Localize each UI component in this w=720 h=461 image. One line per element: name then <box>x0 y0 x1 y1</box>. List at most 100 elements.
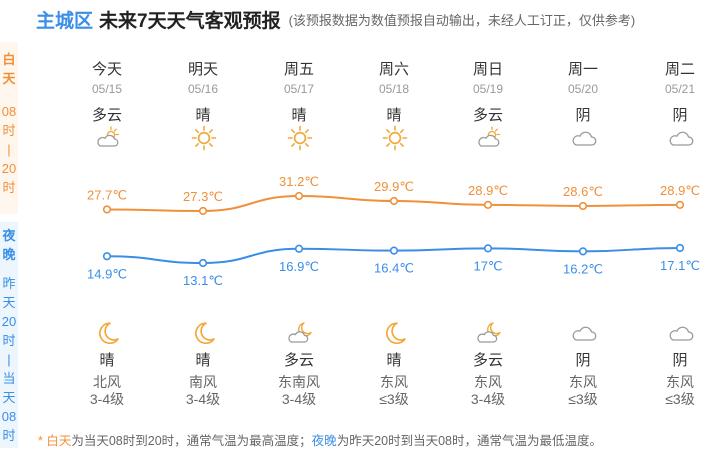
wind-info: 北风 3-4级 <box>59 374 155 408</box>
night-weather-desc: 晴 <box>195 352 211 369</box>
day-date: 05/20 <box>567 82 599 96</box>
cloud-icon <box>668 125 694 151</box>
day-weather-desc: 阴 <box>575 107 591 124</box>
day-weather-desc: 晴 <box>195 107 211 124</box>
cloud-icon <box>571 320 597 346</box>
footer-note: * 白天为当天08时到20时，通常气温为最高温度；夜晚为昨天20时到当天08时，… <box>38 430 602 449</box>
wind-info: 东风 ≤3级 <box>535 374 631 408</box>
page-title: 未来7天天气客观预报 <box>99 11 281 32</box>
footer-day-text: 为当天08时到20时，通常气温为最高温度； <box>71 434 312 448</box>
sun-icon <box>382 125 408 151</box>
low-temp-label: 13.1℃ <box>183 273 223 288</box>
day-name: 周一 <box>567 61 598 78</box>
wind-direction: 东风 <box>474 374 502 390</box>
night-range-sep: | <box>7 352 11 367</box>
high-temp-label: 28.9℃ <box>468 183 508 198</box>
day-range-sep: | <box>7 142 11 157</box>
day-range-start: 08时 <box>1 104 17 138</box>
footer-night-word: 夜晚 <box>311 434 337 448</box>
day-name: 今天 <box>91 61 122 78</box>
wind-info: 东风 ≤3级 <box>346 374 442 408</box>
moon-icon <box>191 320 217 346</box>
night-side-label: 夜晚 昨天20时 | 当天08时 <box>0 222 18 448</box>
footer-night-text: 为昨天20时到当天08时，通常气温为最低温度。 <box>336 434 602 448</box>
low-temp-point <box>675 243 685 253</box>
footer-star: * <box>38 434 47 448</box>
wind-level: 3-4级 <box>185 391 221 407</box>
wind-level: ≤3级 <box>568 391 598 407</box>
day-weather-desc: 多云 <box>91 107 122 124</box>
low-temp-label: 14.9℃ <box>87 266 127 281</box>
wind-direction: 东南风 <box>278 374 320 390</box>
wind-level: 3-4级 <box>281 391 317 407</box>
day-label: 白天 <box>2 52 16 86</box>
night-weather-desc: 晴 <box>99 352 115 369</box>
high-temp-label: 27.7℃ <box>87 187 127 202</box>
cloud-icon <box>668 320 694 346</box>
wind-direction: 东风 <box>569 374 597 390</box>
moon-icon <box>382 320 408 346</box>
day-weather-desc: 阴 <box>672 107 688 124</box>
moon-icon <box>95 320 121 346</box>
low-temp-point <box>578 247 588 256</box>
cloud-icon <box>571 125 597 151</box>
day-name: 周二 <box>664 61 695 78</box>
day-date: 05/17 <box>283 82 315 96</box>
wind-level: ≤3级 <box>665 391 695 407</box>
wind-info: 南风 3-4级 <box>155 374 251 408</box>
wind-info: 东风 ≤3级 <box>632 374 720 408</box>
high-temp-point <box>483 200 493 209</box>
day-name: 周六 <box>378 61 409 78</box>
night-range-end: 当天08时 <box>1 371 17 443</box>
footer-day-word: 白天 <box>46 434 72 448</box>
wind-level: 3-4级 <box>89 391 125 407</box>
wind-direction: 东风 <box>666 374 694 390</box>
low-temp-point <box>294 244 304 253</box>
day-name: 周五 <box>283 61 314 78</box>
day-name: 周日 <box>472 61 503 78</box>
high-temp-point <box>675 200 685 209</box>
low-temp-point <box>102 252 112 261</box>
wind-info: 东风 3-4级 <box>440 374 536 408</box>
day-date: 05/19 <box>472 82 504 96</box>
partly-cloudy-icon <box>476 125 502 151</box>
high-temp-point <box>198 206 208 216</box>
day-weather-desc: 晴 <box>386 107 402 124</box>
night-label: 夜晚 <box>2 228 16 262</box>
high-temp-label: 29.9℃ <box>374 179 414 194</box>
wind-direction: 南风 <box>189 374 217 390</box>
high-temp-label: 28.9℃ <box>660 183 700 198</box>
sun-icon <box>287 125 313 151</box>
wind-info: 东南风 3-4级 <box>251 374 347 408</box>
sun-icon <box>191 125 217 151</box>
low-temp-label: 16.9℃ <box>279 259 319 274</box>
night-weather-desc: 多云 <box>472 352 503 369</box>
low-temp-label: 17℃ <box>473 258 502 273</box>
night-weather-desc: 阴 <box>575 352 591 369</box>
low-temp-label: 16.2℃ <box>563 261 603 276</box>
partly-cloudy-icon <box>95 125 121 151</box>
city-name[interactable]: 主城区 <box>36 11 94 32</box>
cloudy-night-icon <box>287 320 313 346</box>
cloudy-night-icon <box>476 320 502 346</box>
day-side-label: 白天 08时 | 20时 <box>0 42 18 214</box>
wind-direction: 北风 <box>93 374 121 390</box>
high-temp-point <box>294 191 304 201</box>
high-temp-label: 27.3℃ <box>183 189 223 204</box>
night-range-start: 昨天20时 <box>1 276 17 348</box>
day-weather-desc: 晴 <box>291 107 307 124</box>
high-temp-label: 28.6℃ <box>563 184 603 199</box>
night-weather-desc: 阴 <box>672 352 688 369</box>
day-date: 05/16 <box>187 82 219 96</box>
wind-level: 3-4级 <box>470 391 506 407</box>
day-range-end: 20时 <box>1 161 17 195</box>
forecast-disclaimer: (该预报数据为数值预报自动输出，未经人工订正，仅供参考) <box>288 13 636 28</box>
wind-level: ≤3级 <box>379 391 409 407</box>
day-name: 明天 <box>187 61 218 78</box>
day-weather-desc: 多云 <box>472 107 503 124</box>
high-temp-point <box>102 205 112 214</box>
day-date: 05/21 <box>664 82 696 96</box>
low-temp-point <box>483 244 493 253</box>
high-temp-label: 31.2℃ <box>279 174 319 189</box>
